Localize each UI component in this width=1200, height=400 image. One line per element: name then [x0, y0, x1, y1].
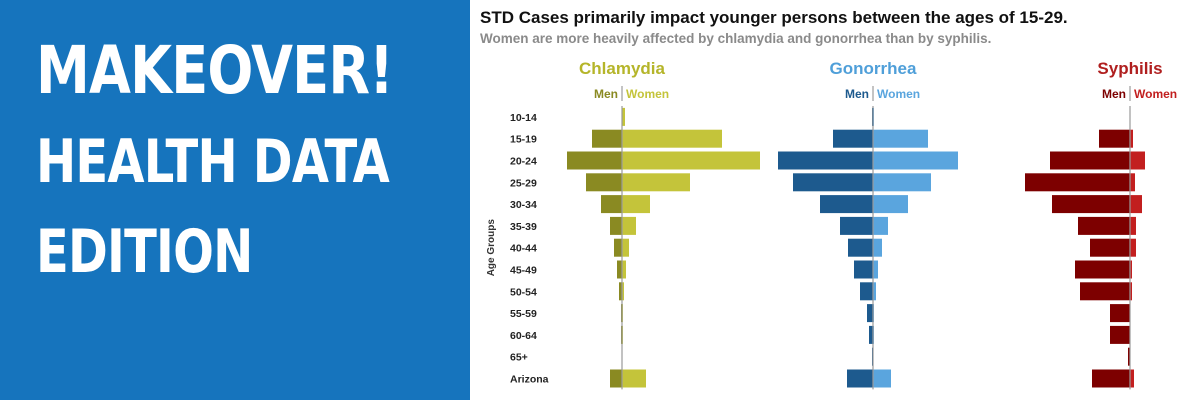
bar-men — [1075, 260, 1130, 279]
bar-women — [1130, 195, 1142, 214]
bar-men — [601, 195, 622, 214]
category-label: 15-19 — [510, 134, 537, 146]
chart-subtitle: Women are more heavily affected by chlam… — [480, 31, 992, 46]
chart-area: STD Cases primarily impact younger perso… — [470, 0, 1200, 400]
bar-women — [1130, 173, 1135, 192]
bar-men — [586, 173, 622, 192]
bar-women — [873, 173, 931, 192]
bar-women — [1130, 260, 1132, 279]
y-axis-label: Age Groups — [486, 219, 497, 277]
bar-men — [1099, 129, 1130, 148]
category-label: 50-54 — [510, 286, 537, 298]
bar-men — [854, 260, 873, 279]
bar-women — [1130, 129, 1133, 148]
legend-women: Women — [626, 87, 669, 101]
category-label: 45-49 — [510, 265, 537, 277]
bar-women — [622, 195, 650, 214]
bar-women — [873, 260, 878, 279]
legend-men: Men — [845, 87, 869, 101]
bar-women — [873, 195, 908, 214]
bar-women — [622, 216, 636, 235]
category-label: 65+ — [510, 352, 528, 364]
bar-men — [592, 129, 622, 148]
bar-men — [1110, 304, 1130, 323]
category-label: 30-34 — [510, 199, 537, 211]
bar-women — [622, 151, 760, 170]
category-label: 55-59 — [510, 308, 537, 320]
category-label: 35-39 — [510, 221, 537, 233]
bar-men — [1050, 151, 1130, 170]
bar-women — [622, 369, 646, 388]
bar-women — [622, 260, 626, 279]
chart-title: STD Cases primarily impact younger perso… — [480, 8, 1068, 27]
category-label: 20-24 — [510, 156, 537, 168]
category-label: 10-14 — [510, 112, 537, 124]
bar-men — [840, 216, 873, 235]
bar-women — [1130, 151, 1145, 170]
bar-men — [1080, 282, 1130, 301]
bar-women — [622, 238, 629, 257]
bar-women — [1130, 369, 1134, 388]
bar-men — [860, 282, 873, 301]
banner-text: MAKEOVER! HEALTH DATA EDITION — [36, 32, 477, 287]
bar-women — [1130, 216, 1136, 235]
bar-women — [622, 173, 690, 192]
legend-men: Men — [594, 87, 618, 101]
category-label: 40-44 — [510, 243, 537, 255]
bar-women — [873, 238, 882, 257]
banner-line-2: EDITION — [36, 217, 253, 287]
bar-men — [1078, 216, 1130, 235]
bar-women — [1130, 282, 1132, 301]
bar-men — [847, 369, 873, 388]
bar-women — [873, 282, 876, 301]
bar-women — [873, 216, 888, 235]
bar-men — [617, 260, 622, 279]
bar-men — [1128, 347, 1130, 366]
bar-men — [848, 238, 873, 257]
bar-men — [1092, 369, 1130, 388]
banner-line-1: HEALTH DATA — [36, 127, 390, 197]
category-label: 25-29 — [510, 177, 537, 189]
bar-women — [873, 151, 958, 170]
panel-title: Gonorrhea — [830, 59, 917, 78]
bar-women — [873, 129, 928, 148]
bar-men — [1090, 238, 1130, 257]
bar-men — [1110, 325, 1130, 344]
banner: MAKEOVER! HEALTH DATA EDITION — [0, 0, 470, 400]
pyramid-chart: Age Groups 10-14 15-19 20-24 25-29 30-34 35-39… — [486, 59, 1177, 390]
bar-women — [873, 369, 891, 388]
bar-women — [1130, 238, 1136, 257]
bar-men — [1025, 173, 1130, 192]
bar-men — [869, 325, 873, 344]
legend-men: Men — [1102, 87, 1126, 101]
panel-title: Chlamydia — [579, 59, 666, 78]
bar-men — [778, 151, 873, 170]
bar-men — [867, 304, 873, 323]
legend-women: Women — [877, 87, 920, 101]
bar-men — [614, 238, 622, 257]
bar-men — [567, 151, 622, 170]
bar-men — [610, 369, 622, 388]
bar-women — [622, 107, 625, 126]
bar-women — [622, 282, 624, 301]
bar-men — [833, 129, 873, 148]
bar-men — [793, 173, 873, 192]
bar-men — [619, 282, 622, 301]
bar-men — [820, 195, 873, 214]
banner-headline: MAKEOVER! — [36, 32, 394, 109]
bar-men — [1052, 195, 1130, 214]
category-label: 60-64 — [510, 330, 537, 342]
category-label: Arizona — [510, 374, 549, 386]
bar-men — [610, 216, 622, 235]
panel-title: Syphilis — [1097, 59, 1162, 78]
bar-women — [622, 129, 722, 148]
legend-women: Women — [1134, 87, 1177, 101]
